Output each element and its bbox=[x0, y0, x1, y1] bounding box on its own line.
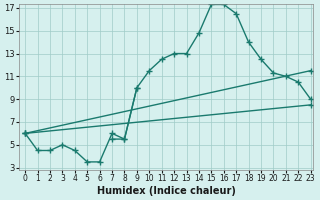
X-axis label: Humidex (Indice chaleur): Humidex (Indice chaleur) bbox=[97, 186, 236, 196]
